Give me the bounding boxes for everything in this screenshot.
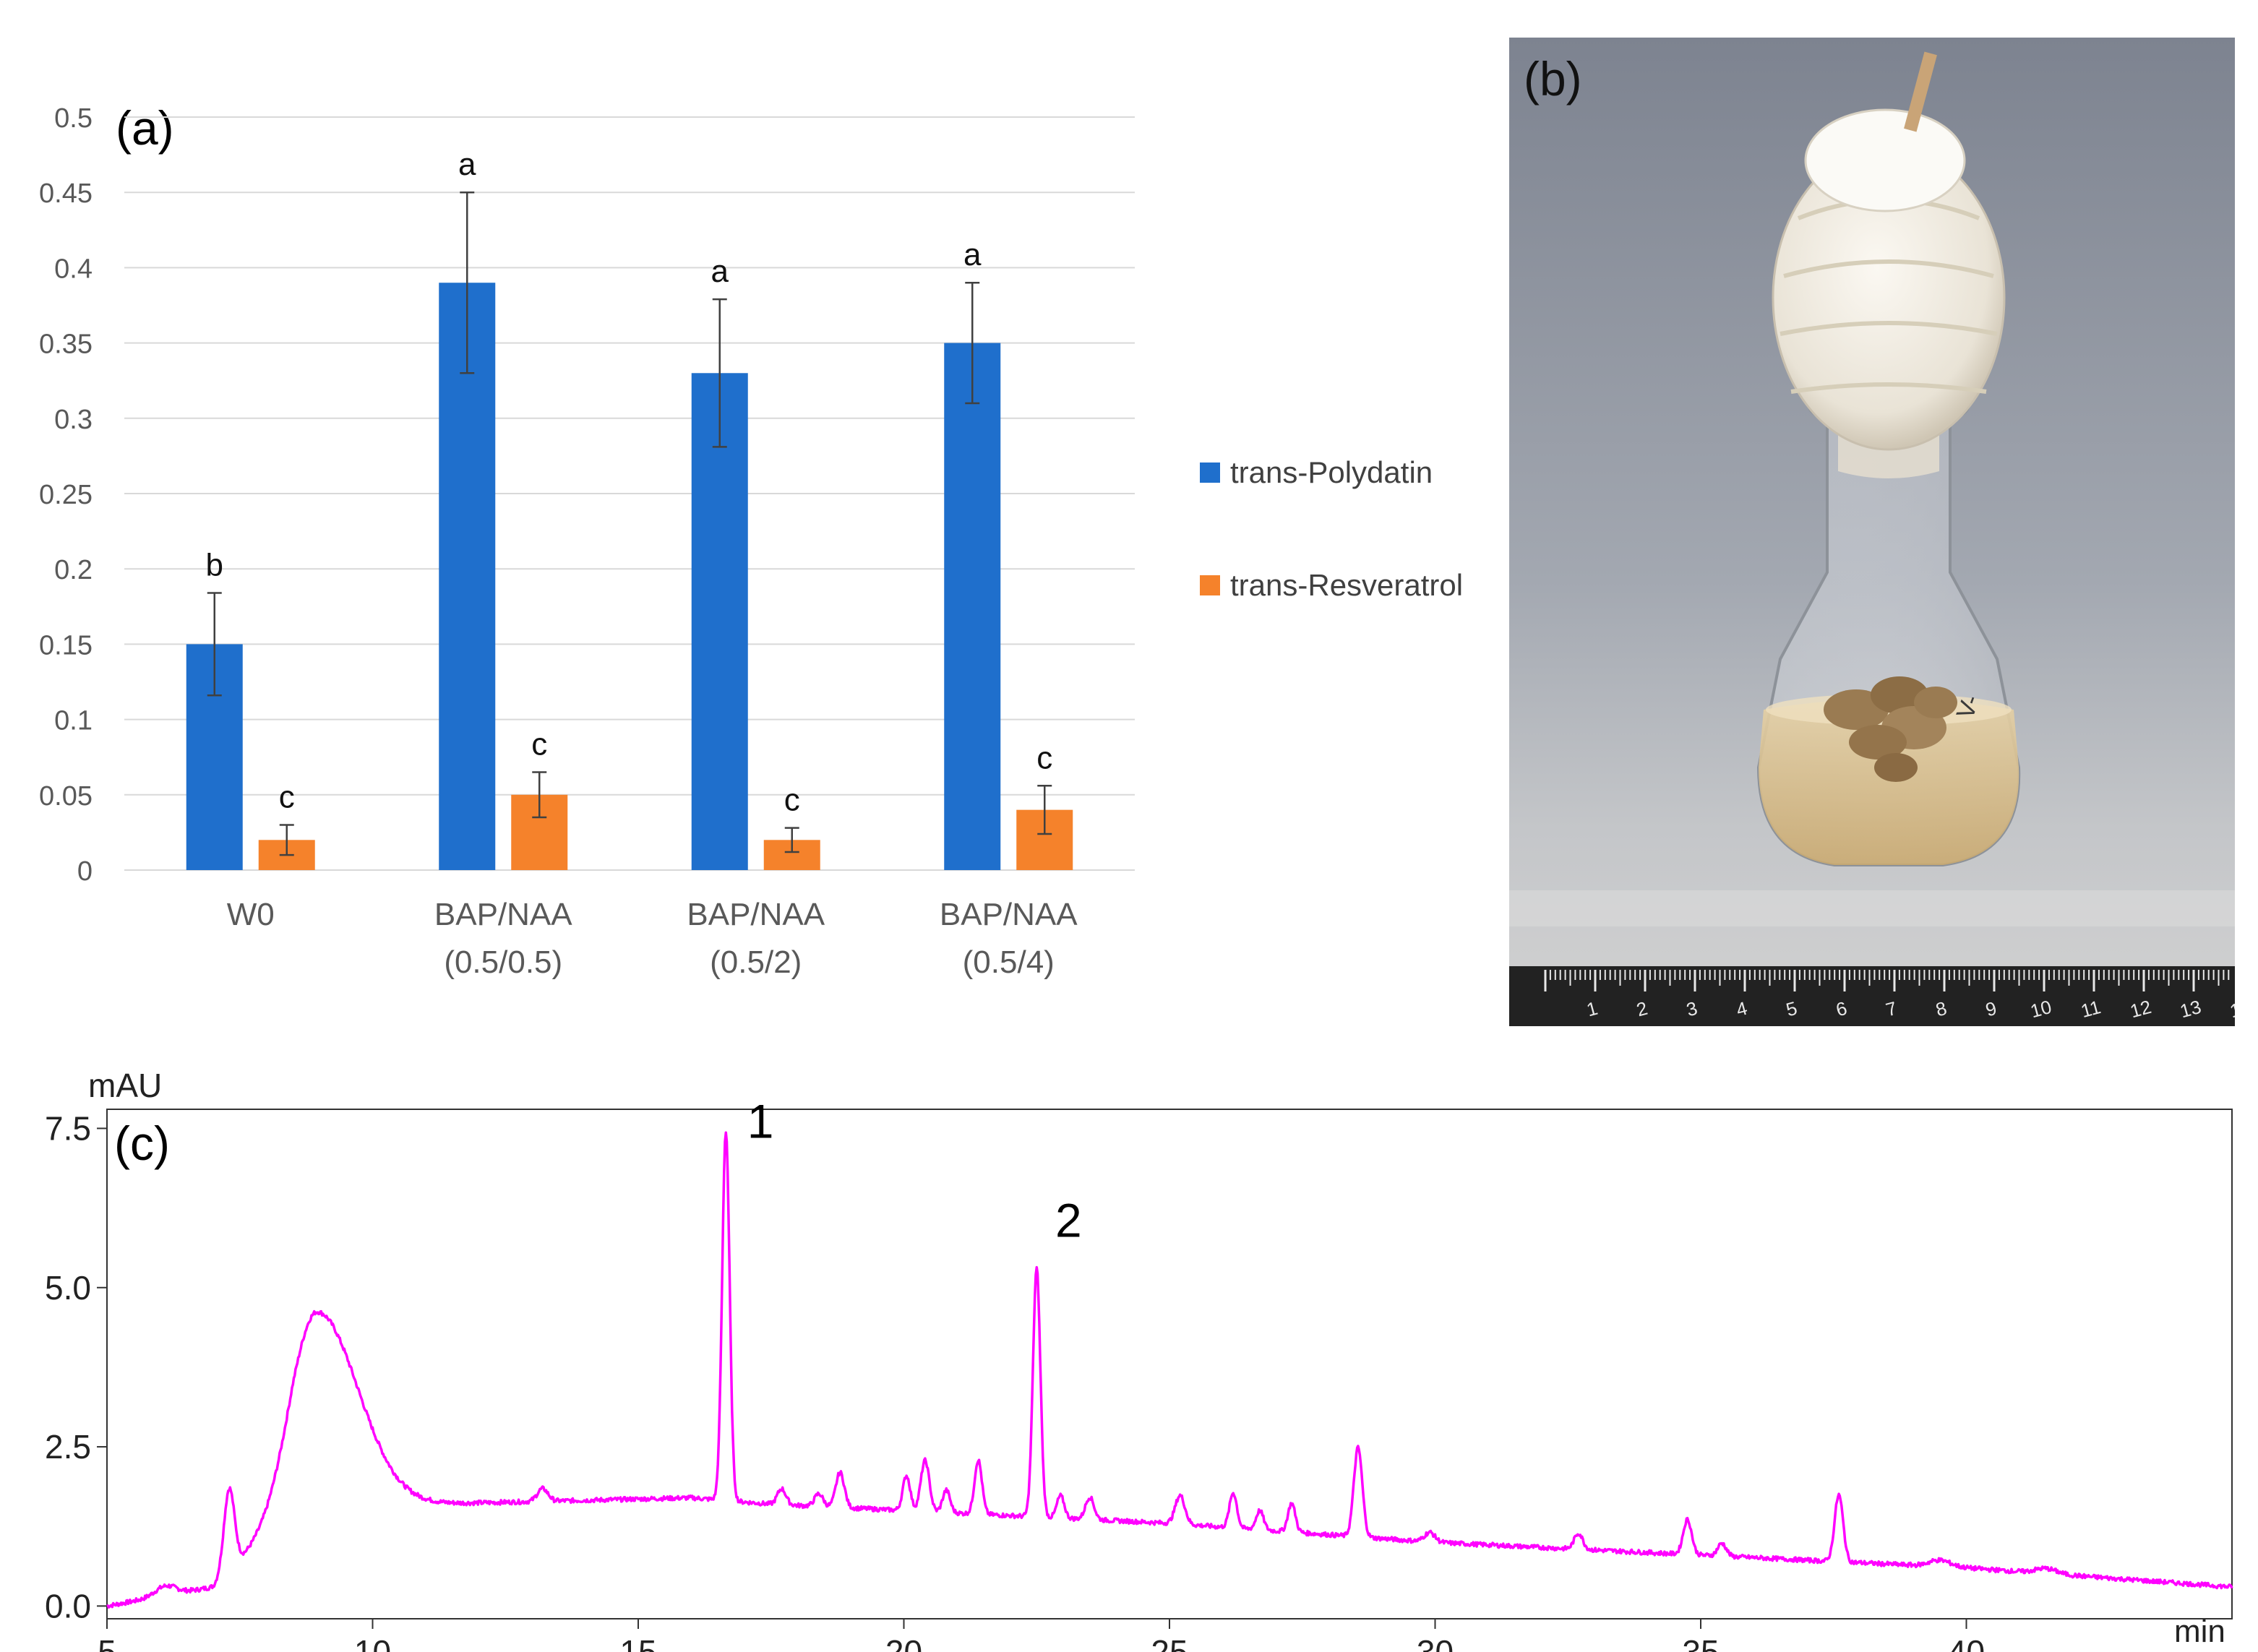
- chromatogram-chart: mAU (c) 5 10 15 20 25 30 35 400.02.55.07.5 12 m…: [45, 1067, 2233, 1652]
- chromatogram-x-tick-label: 30: [1417, 1633, 1454, 1652]
- significance-letter: c: [279, 779, 295, 814]
- legend-swatch: [1200, 463, 1220, 483]
- ruler-number: 14: [2228, 996, 2235, 1022]
- chromatogram-xlabel: min: [2174, 1614, 2225, 1649]
- bar-y-tick-label: 0.25: [39, 480, 93, 510]
- chromatogram-x-tick-label: 40: [1948, 1633, 1985, 1652]
- significance-letter: c: [531, 727, 547, 762]
- bar-chart: (a) 0 0.05 0.1 0.15 0.2 0.25 0.3 0.35 0.4 0.45 0.5…: [39, 101, 1463, 980]
- bar-gridlines: [124, 116, 1135, 871]
- bar-x-tick-labels: W0 BAP/NAA (0.5/0.5) BAP/NAA (0.5/2) BAP/NAA (…: [227, 897, 1078, 980]
- bar-marks: b a a a c c c c: [186, 147, 1073, 871]
- peak-annotations: 12: [747, 1095, 1082, 1247]
- bar-y-tick-label: 0.45: [39, 178, 93, 209]
- chromatogram-ylabel: mAU: [88, 1067, 162, 1104]
- bar-y-tick-label: 0: [77, 856, 93, 887]
- bar-y-tick-label: 0.1: [54, 706, 93, 736]
- bar-y-tick-label: 0.3: [54, 405, 93, 435]
- peak-label: 1: [747, 1095, 774, 1148]
- callus-tissue-icon: [1824, 676, 1957, 782]
- chromatogram-frame: [106, 1109, 2233, 1619]
- chromatogram-x-tick-label: 35: [1682, 1633, 1719, 1652]
- chromatogram-axes: 5 10 15 20 25 30 35 40 0.0 2.5 5.0 7.5: [45, 1109, 1985, 1652]
- ruler-icon: 1 2 3 4 5 6 7 8 9 10 11 12 13 14: [1509, 966, 2235, 1026]
- bar-y-tick-label: 0.4: [54, 254, 93, 284]
- legend-swatch: [1200, 575, 1220, 595]
- panel-label-b: (b): [1524, 52, 1582, 106]
- bar-legend: trans-Polydatin trans-Resveratrol: [1200, 455, 1463, 602]
- peak-label: 2: [1055, 1193, 1082, 1247]
- bar-y-tick-label: 0.2: [54, 555, 93, 585]
- chromatogram-y-tick-label: 0.0: [45, 1587, 91, 1625]
- significance-letter: c: [784, 783, 800, 818]
- chromatogram-x-tick-label: 25: [1151, 1633, 1188, 1652]
- chromatogram-x-tick-label: 5: [98, 1633, 116, 1652]
- bar-x-tick-label: BAP/NAA: [434, 897, 572, 932]
- significance-letter: a: [711, 254, 729, 289]
- flask-photo: V- 1 2 3 4 5 6 7 8 9 10 11 12 13 14 (b): [1509, 38, 2235, 1026]
- bar-polydatin: [944, 343, 1001, 871]
- significance-letter: c: [1036, 740, 1052, 775]
- chromatogram-x-tick-label: 20: [885, 1633, 922, 1652]
- bar-x-tick-label: W0: [227, 897, 275, 932]
- chromatogram-x-tick-label: 15: [619, 1633, 656, 1652]
- chromatogram-y-tick-label: 2.5: [45, 1428, 91, 1466]
- bar-y-tick-labels: 0 0.05 0.1 0.15 0.2 0.25 0.3 0.35 0.4 0.45 0.5: [39, 103, 93, 887]
- significance-letter: a: [458, 147, 476, 182]
- cotton-stopper-icon: [1772, 51, 2006, 451]
- significance-letter: a: [963, 237, 982, 272]
- bar-x-tick-label-line2: (0.5/2): [710, 945, 802, 980]
- bar-x-tick-label-line2: (0.5/4): [963, 945, 1055, 980]
- panel-label-c: (c): [114, 1117, 170, 1170]
- bar-y-tick-label: 0.5: [54, 103, 93, 134]
- chromatogram-trace: [106, 1131, 2233, 1609]
- legend-label: trans-Resveratrol: [1230, 568, 1463, 602]
- bar-y-tick-label: 0.15: [39, 630, 93, 661]
- legend-label: trans-Polydatin: [1230, 455, 1433, 489]
- bar-y-tick-label: 0.35: [39, 330, 93, 360]
- panel-label-a: (a): [116, 101, 174, 155]
- bar-polydatin: [691, 373, 748, 870]
- significance-letter: b: [206, 548, 223, 583]
- chromatogram-y-tick-label: 5.0: [45, 1269, 91, 1307]
- bar-y-tick-label: 0.05: [39, 781, 93, 812]
- chromatogram-x-tick-label: 10: [354, 1633, 391, 1652]
- chromatogram-y-tick-label: 7.5: [45, 1109, 91, 1147]
- bar-x-tick-label: BAP/NAA: [940, 897, 1078, 932]
- bar-x-tick-label: BAP/NAA: [687, 897, 825, 932]
- bar-x-tick-label-line2: (0.5/0.5): [444, 945, 562, 980]
- bar-polydatin: [439, 283, 496, 870]
